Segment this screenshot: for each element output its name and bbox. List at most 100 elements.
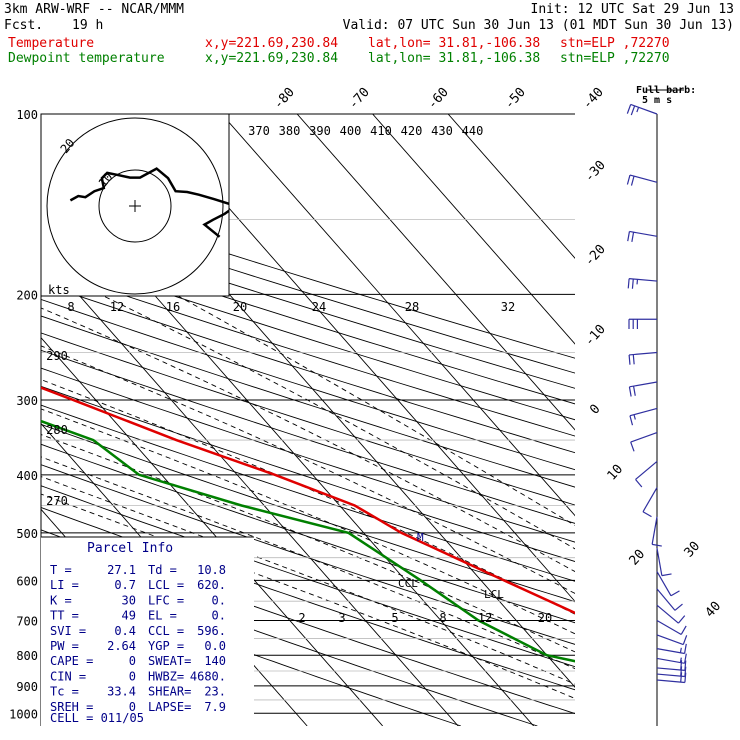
theta-label: 410 (370, 124, 392, 138)
wind-barb-half-flag (679, 657, 682, 663)
parcel-row-label: CCL = (148, 624, 184, 638)
pressure-label: 300 (16, 394, 38, 408)
hodograph-kts-label: kts (48, 283, 70, 297)
wind-barb-flag (627, 231, 631, 242)
theta-label: 390 (309, 124, 331, 138)
parcel-row-label: SWEAT= (148, 654, 191, 668)
dewpoint-trace (41, 419, 575, 663)
mixing-ratio-label: 28 (405, 300, 419, 314)
isotherm-label: -60 (425, 85, 452, 112)
wind-barb-staff (656, 571, 672, 597)
parcel-row-value: 2.64 (107, 639, 136, 653)
dry-adiabat-line (41, 464, 575, 645)
parcel-row-value: 10.8 (197, 563, 226, 577)
mixing-ratio-label: 8 (439, 611, 446, 625)
isotherm-line (0, 114, 5, 726)
theta-left-label: 280 (46, 423, 68, 437)
fcst-value: 19 h (72, 18, 104, 33)
wind-barb (628, 351, 658, 365)
wind-barb-flag (626, 174, 631, 185)
wind-barb (630, 431, 658, 452)
theta-left-label: 290 (46, 349, 68, 363)
wind-barb-half-flag (633, 414, 636, 420)
pressure-label: 1000 (9, 707, 38, 721)
parcel-row-label: K = (50, 593, 72, 607)
wind-barb (627, 230, 658, 242)
dewpoint-latlon: lat,lon= 31.81,-106.38 (368, 51, 541, 66)
dry-adiabat-line (41, 251, 575, 421)
parcel-row-label: HWBZ= (148, 669, 184, 683)
parcel-row-label: CIN = (50, 669, 86, 683)
parcel-row-value: 0. (212, 609, 226, 623)
wind-barb (656, 547, 672, 577)
pressure-label: 200 (16, 288, 38, 302)
wind-barb-staff (656, 634, 684, 646)
dry-adiabat-line (41, 282, 575, 454)
wind-barb (656, 619, 687, 635)
hodograph-ring (46, 117, 224, 295)
wind-barb-half-flag (679, 647, 682, 653)
mixing-ratio-label: 8 (67, 300, 74, 314)
parcel-row-value: 0 (129, 654, 136, 668)
wind-barb-flag (630, 175, 635, 186)
lcl-marker: LCL (484, 588, 504, 601)
parcel-row-label: LCL = (148, 578, 184, 592)
parcel-row-value: 49 (122, 609, 136, 623)
wind-barb-staff (656, 547, 663, 576)
parcel-row-value: 0 (129, 669, 136, 683)
parcel-row-label: CAPE = (50, 654, 93, 668)
wind-barb-staff (656, 619, 682, 635)
parcel-row-value: 27.1 (107, 563, 136, 577)
parcel-row-value: 0 (129, 700, 136, 714)
parcel-row-label: EL = (148, 609, 177, 623)
parcel-row-value: 33.4 (107, 685, 136, 699)
wind-barb (635, 461, 658, 488)
dry-adiabat-line (41, 349, 575, 524)
parcel-row-value: 23. (204, 685, 226, 699)
barb-legend-units: 5 m s (642, 95, 672, 106)
wind-barb (626, 174, 658, 186)
isotherm-label: -10 (582, 322, 609, 349)
valid-time: Valid: 07 UTC Sun 30 Jun 13 (01 MDT Sun … (342, 18, 734, 33)
wind-barb-flag (683, 653, 687, 664)
wind-barb (656, 672, 687, 684)
dry-adiabat-line (41, 332, 575, 506)
parcel-row-value: 7.9 (204, 700, 226, 714)
wind-barb-staff (656, 673, 685, 678)
isotherm-label: 40 (703, 599, 725, 621)
hodograph-trace (69, 167, 229, 238)
pressure-label: 100 (16, 108, 38, 122)
theta-label: 430 (431, 124, 453, 138)
parcel-row-value: 0.4 (114, 624, 136, 638)
isotherm-line (447, 114, 575, 259)
parcel-row-value: 140 (204, 654, 226, 668)
wind-barb-staff (630, 431, 658, 443)
wind-barb-flag (677, 615, 686, 624)
wind-barb (656, 604, 686, 624)
mixing-ratio-label: 5 (391, 611, 398, 625)
isotherm-line (372, 114, 575, 345)
wind-barb-staff (629, 278, 658, 282)
wind-barb (651, 516, 662, 547)
dry-adiabat-line (41, 443, 575, 624)
hodograph-ring (98, 169, 172, 243)
dry-adiabat-line (41, 485, 575, 668)
parcel-row-label: LAPSE= (148, 700, 191, 714)
pressure-label: 600 (16, 574, 38, 588)
parcel-row-value: 0.7 (114, 578, 136, 592)
isotherm-line (296, 114, 575, 431)
parcel-row-value: 0.0 (204, 639, 226, 653)
isotherm-line (41, 251, 459, 726)
isotherm-label: -30 (582, 158, 609, 185)
wind-barb-flag (683, 643, 687, 654)
wind-barb-staff (656, 604, 679, 624)
parcel-row-value: 4680. (190, 669, 226, 683)
temperature-legend: Temperature (8, 36, 95, 51)
wind-barb (627, 278, 658, 289)
wind-barb-staff (651, 516, 658, 545)
parcel-row-value: 596. (197, 624, 226, 638)
isotherm-label: -20 (582, 242, 609, 269)
wind-barb-half-flag (636, 107, 640, 113)
wind-barb (642, 487, 658, 518)
isotherm-line (145, 114, 575, 603)
